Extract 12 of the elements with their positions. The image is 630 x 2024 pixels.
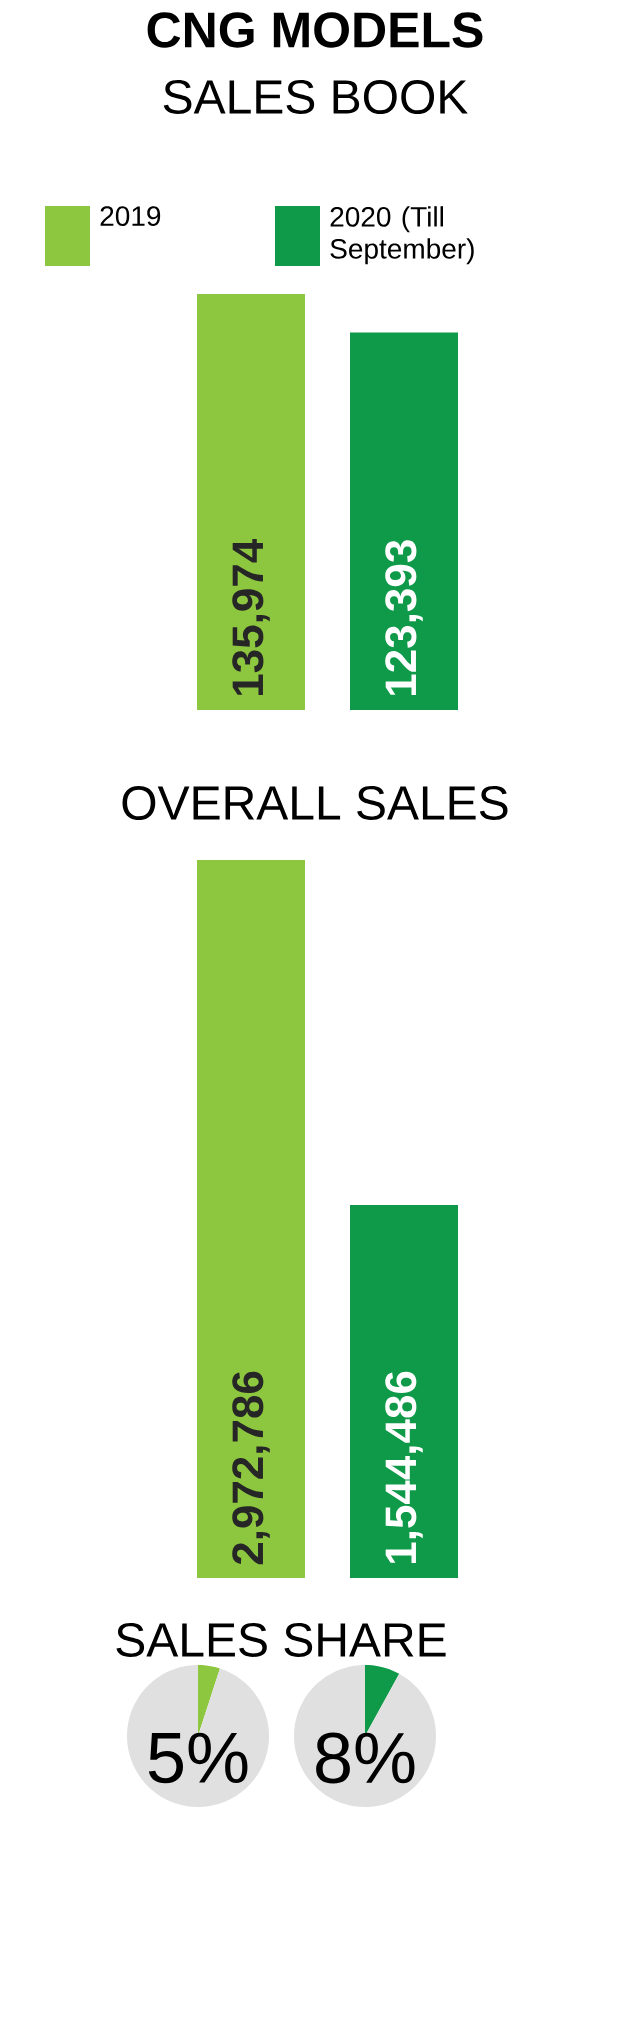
legend-label: 2020 (Till September) <box>330 206 474 265</box>
text: 8% <box>316 1732 415 1784</box>
chart-subtitle: SALES BOOK <box>163 79 468 114</box>
data-label: 1,544,486 <box>385 1371 423 1564</box>
data-label: 2,972,786 <box>232 1371 270 1565</box>
text: 5% <box>148 1732 248 1784</box>
text: 2019 <box>100 206 161 226</box>
chart-title: CNG MODELS <box>147 12 483 48</box>
chart-title: SALES SHARE <box>116 1623 446 1657</box>
data-label: 135,974 <box>232 539 270 696</box>
data-label: 123,393 <box>385 540 423 696</box>
chart-title: OVERALL SALES <box>122 785 508 820</box>
